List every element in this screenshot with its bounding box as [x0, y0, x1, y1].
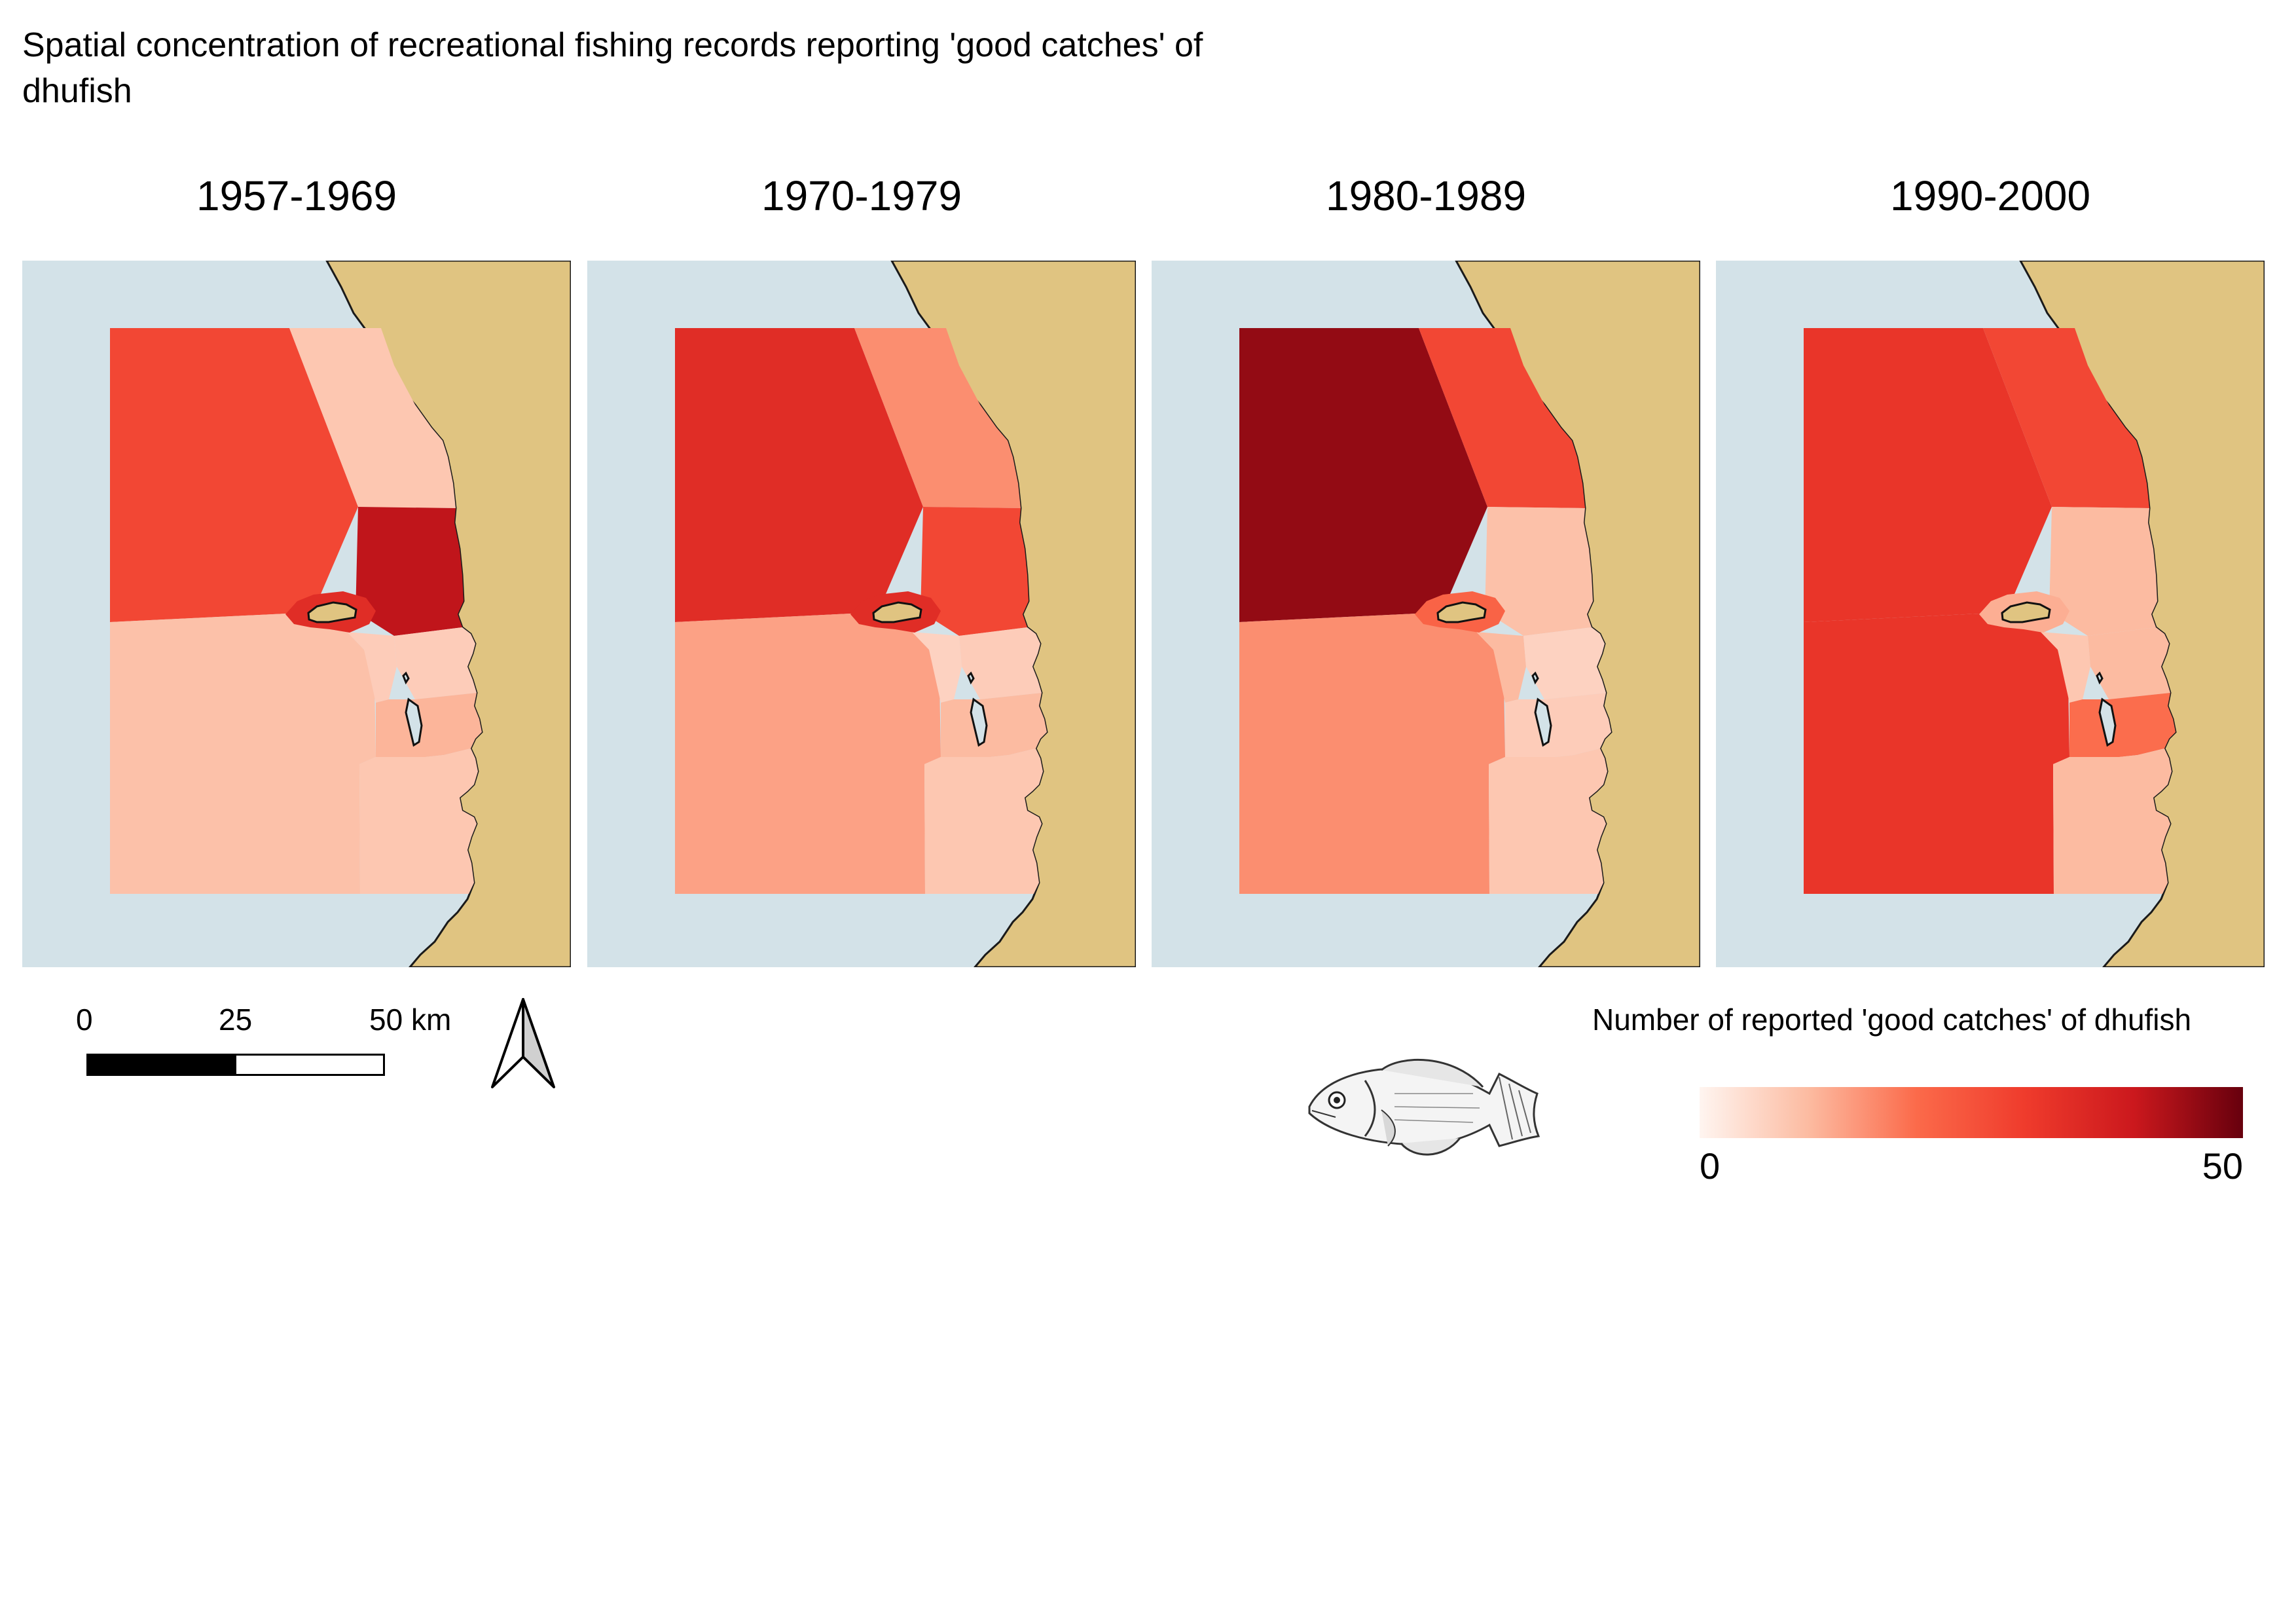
legend-min-label: 0 — [1700, 1145, 1721, 1187]
scale-tick-50: 50 km — [369, 1003, 452, 1037]
region-south_offshore — [1239, 612, 1505, 894]
inlet-small — [1531, 671, 1539, 685]
region-inlet_north — [912, 632, 962, 703]
region-south_offshore — [1804, 612, 2069, 894]
region-inlet_mid — [941, 693, 1047, 757]
region-north_nearshore — [1983, 328, 2149, 508]
inlet-estuary — [405, 697, 423, 747]
region-mid_nearshore — [355, 507, 464, 636]
map-panel-1970-1979 — [587, 261, 1136, 967]
inlet-small — [402, 671, 410, 685]
scale-bar: 0 25 50 km — [63, 995, 482, 1087]
legend-title: Number of reported 'good catches' of dhu… — [1592, 1003, 2192, 1037]
region-inlet_east — [1523, 627, 1606, 699]
scale-segment-white — [234, 1054, 385, 1076]
dhufish-illustration — [1303, 1054, 1545, 1166]
panel-title-1980-1989: 1980-1989 — [1325, 172, 1527, 219]
island — [1436, 601, 1487, 623]
scale-segment-black — [86, 1054, 236, 1076]
region-inlet_north — [1476, 632, 1526, 703]
inlet-estuary — [2098, 697, 2117, 747]
region-north_nearshore — [289, 328, 456, 508]
island — [307, 601, 357, 623]
map-panel-1990-2000 — [1716, 261, 2265, 967]
map-panel-1980-1989 — [1152, 261, 1700, 967]
region-north_offshore — [1804, 328, 2052, 622]
region-inlet_east — [959, 627, 1042, 699]
region-south_nearshore — [2053, 748, 2172, 894]
region-inlet_mid — [376, 693, 482, 757]
legend-colorbar — [1700, 1087, 2243, 1138]
inlet-small — [2096, 671, 2104, 685]
region-north_offshore — [110, 328, 358, 622]
panel-title-1970-1979: 1970-1979 — [761, 172, 962, 219]
map-title: Spatial concentration of recreational fi… — [22, 26, 1203, 110]
panel-title-1957-1969: 1957-1969 — [196, 172, 397, 219]
region-south_nearshore — [1489, 748, 1607, 894]
region-south_offshore — [675, 612, 941, 894]
region-south_nearshore — [359, 748, 478, 894]
inlet-estuary — [1534, 697, 1552, 747]
region-inlet_north — [2041, 632, 2090, 703]
north-arrow-icon — [487, 994, 559, 1092]
island — [2001, 601, 2051, 623]
map-panel-1957-1969 — [22, 261, 571, 967]
scale-tick-25: 25 — [219, 1003, 253, 1037]
region-inlet_north — [347, 632, 397, 703]
region-mid_nearshore — [1485, 507, 1593, 636]
panel-title-1990-2000: 1990-2000 — [1889, 172, 2091, 219]
inlet-small — [967, 671, 975, 685]
region-south_offshore — [110, 612, 376, 894]
region-south_nearshore — [924, 748, 1043, 894]
region-north_offshore — [1239, 328, 1487, 622]
region-mid_nearshore — [2049, 507, 2157, 636]
legend-max-label: 50 — [2202, 1145, 2243, 1187]
inlet-estuary — [970, 697, 988, 747]
region-mid_nearshore — [920, 507, 1029, 636]
region-inlet_mid — [2069, 693, 2176, 757]
island — [872, 601, 922, 623]
region-inlet_east — [394, 627, 477, 699]
region-inlet_east — [2088, 627, 2170, 699]
region-north_nearshore — [854, 328, 1021, 508]
region-north_nearshore — [1419, 328, 1585, 508]
region-inlet_mid — [1505, 693, 1611, 757]
scale-tick-0: 0 — [76, 1003, 93, 1037]
region-north_offshore — [675, 328, 923, 622]
